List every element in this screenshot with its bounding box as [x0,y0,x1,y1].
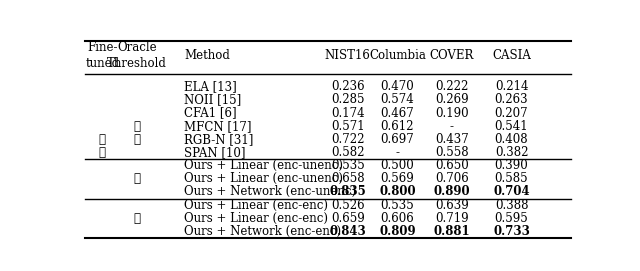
Text: Method: Method [184,49,230,62]
Text: 0.470: 0.470 [381,80,414,93]
Text: 0.236: 0.236 [331,80,365,93]
Text: 0.890: 0.890 [434,185,470,198]
Text: 0.659: 0.659 [331,212,365,225]
Text: ELA [13]: ELA [13] [184,80,237,93]
Text: 0.571: 0.571 [331,120,365,133]
Text: NIST16: NIST16 [325,49,371,62]
Text: 0.697: 0.697 [381,133,414,146]
Text: 0.574: 0.574 [381,93,414,107]
Text: 0.704: 0.704 [493,185,530,198]
Text: Ours + Network (enc-unenc): Ours + Network (enc-unenc) [184,185,356,198]
Text: ✓: ✓ [134,133,141,146]
Text: 0.809: 0.809 [379,225,416,238]
Text: ✓: ✓ [99,146,106,159]
Text: 0.535: 0.535 [381,199,414,212]
Text: 0.843: 0.843 [330,225,366,238]
Text: 0.437: 0.437 [435,133,469,146]
Text: 0.222: 0.222 [435,80,468,93]
Text: 0.190: 0.190 [435,107,469,120]
Text: Columbia: Columbia [369,49,426,62]
Text: 0.174: 0.174 [331,107,365,120]
Text: Ours + Network (enc-enc): Ours + Network (enc-enc) [184,225,341,238]
Text: 0.639: 0.639 [435,199,469,212]
Text: 0.719: 0.719 [435,212,469,225]
Text: COVER: COVER [430,49,474,62]
Text: 0.541: 0.541 [495,120,529,133]
Text: RGB-N [31]: RGB-N [31] [184,133,253,146]
Text: Ours + Linear (enc-unenc): Ours + Linear (enc-unenc) [184,172,343,185]
Text: ✓: ✓ [134,120,141,133]
Text: 0.706: 0.706 [435,172,469,185]
Text: 0.722: 0.722 [331,133,365,146]
Text: Oracle
Threshold: Oracle Threshold [107,41,167,70]
Text: 0.526: 0.526 [331,199,365,212]
Text: 0.733: 0.733 [493,225,530,238]
Text: 0.214: 0.214 [495,80,528,93]
Text: 0.467: 0.467 [381,107,414,120]
Text: 0.595: 0.595 [495,212,529,225]
Text: 0.612: 0.612 [381,120,414,133]
Text: Ours + Linear (enc-unenc): Ours + Linear (enc-unenc) [184,159,343,172]
Text: 0.558: 0.558 [435,146,469,159]
Text: 0.800: 0.800 [379,185,416,198]
Text: -: - [396,146,399,159]
Text: 0.285: 0.285 [331,93,365,107]
Text: ✓: ✓ [134,212,141,225]
Text: 0.650: 0.650 [435,159,469,172]
Text: 0.408: 0.408 [495,133,529,146]
Text: 0.263: 0.263 [495,93,529,107]
Text: 0.390: 0.390 [495,159,529,172]
Text: 0.207: 0.207 [495,107,529,120]
Text: 0.585: 0.585 [495,172,529,185]
Text: ✓: ✓ [99,133,106,146]
Text: 0.569: 0.569 [381,172,414,185]
Text: Ours + Linear (enc-enc): Ours + Linear (enc-enc) [184,199,328,212]
Text: SPAN [10]: SPAN [10] [184,146,246,159]
Text: 0.582: 0.582 [331,146,365,159]
Text: Ours + Linear (enc-enc): Ours + Linear (enc-enc) [184,212,328,225]
Text: 0.269: 0.269 [435,93,469,107]
Text: MFCN [17]: MFCN [17] [184,120,252,133]
Text: Fine-
tuned: Fine- tuned [85,41,120,70]
Text: CFA1 [6]: CFA1 [6] [184,107,237,120]
Text: 0.388: 0.388 [495,199,528,212]
Text: 0.535: 0.535 [331,159,365,172]
Text: 0.881: 0.881 [434,225,470,238]
Text: 0.500: 0.500 [381,159,414,172]
Text: 0.658: 0.658 [331,172,365,185]
Text: CASIA: CASIA [492,49,531,62]
Text: -: - [450,120,454,133]
Text: ✓: ✓ [134,172,141,185]
Text: NOII [15]: NOII [15] [184,93,241,107]
Text: 0.606: 0.606 [381,212,414,225]
Text: 0.835: 0.835 [330,185,366,198]
Text: 0.382: 0.382 [495,146,528,159]
